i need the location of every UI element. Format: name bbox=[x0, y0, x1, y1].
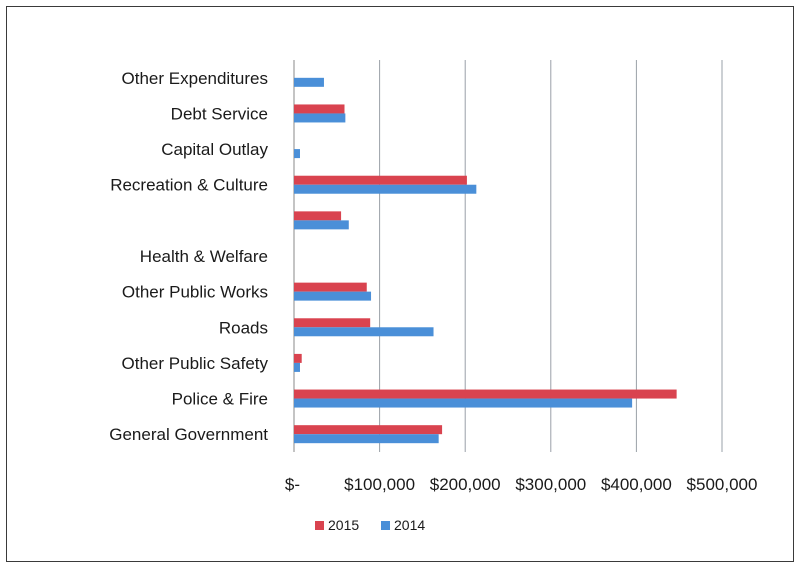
legend-label: 2015 bbox=[328, 517, 359, 533]
gridlines bbox=[293, 60, 723, 452]
x-tick-label: $- bbox=[285, 475, 300, 494]
category-label: Debt Service bbox=[171, 104, 268, 123]
category-label: General Government bbox=[109, 425, 268, 444]
category-label: Other Public Safety bbox=[122, 354, 269, 373]
category-label: Health & Welfare bbox=[140, 247, 268, 266]
legend-swatch bbox=[381, 521, 390, 530]
bar-2015 bbox=[294, 353, 302, 363]
category-label: Capital Outlay bbox=[161, 140, 268, 159]
bar-2015 bbox=[294, 425, 443, 435]
bar-2014 bbox=[294, 434, 439, 444]
x-tick-label: $500,000 bbox=[687, 475, 758, 494]
bar-2015 bbox=[294, 175, 467, 185]
x-tick-label: $200,000 bbox=[430, 475, 501, 494]
category-labels: General Government Police & Fire Other Pub… bbox=[109, 69, 268, 444]
x-tick-label: $300,000 bbox=[515, 475, 586, 494]
bar-2014 bbox=[294, 113, 346, 123]
bar-2014 bbox=[294, 291, 372, 301]
category-label: Recreation & Culture bbox=[110, 176, 268, 195]
legend: 2015 2014 bbox=[315, 517, 425, 533]
bar-2015 bbox=[294, 389, 677, 399]
bar-2014 bbox=[294, 220, 349, 230]
legend-swatch bbox=[315, 521, 324, 530]
x-tick-label: $100,000 bbox=[344, 475, 415, 494]
category-label: Other Public Works bbox=[122, 283, 268, 302]
bar-2014 bbox=[294, 77, 324, 87]
bar-2014 bbox=[294, 184, 477, 194]
bar-2015 bbox=[294, 282, 367, 292]
bar-2014 bbox=[294, 327, 434, 337]
chart-frame bbox=[6, 6, 794, 562]
bar-2015 bbox=[294, 211, 342, 221]
bar-2014 bbox=[294, 398, 633, 408]
bar-2014 bbox=[294, 362, 300, 372]
x-tick-labels: $- $100,000 $200,000 $300,000 $400,000 $500,0… bbox=[285, 475, 758, 494]
category-label: Roads bbox=[219, 318, 268, 337]
bar-2015 bbox=[294, 318, 371, 328]
bar-2015 bbox=[294, 104, 345, 114]
legend-label: 2014 bbox=[394, 517, 425, 533]
bar-2014 bbox=[294, 149, 300, 159]
category-label: Other Expenditures bbox=[122, 69, 268, 88]
x-tick-label: $400,000 bbox=[601, 475, 672, 494]
bars bbox=[294, 77, 677, 444]
category-label: Police & Fire bbox=[172, 390, 268, 409]
